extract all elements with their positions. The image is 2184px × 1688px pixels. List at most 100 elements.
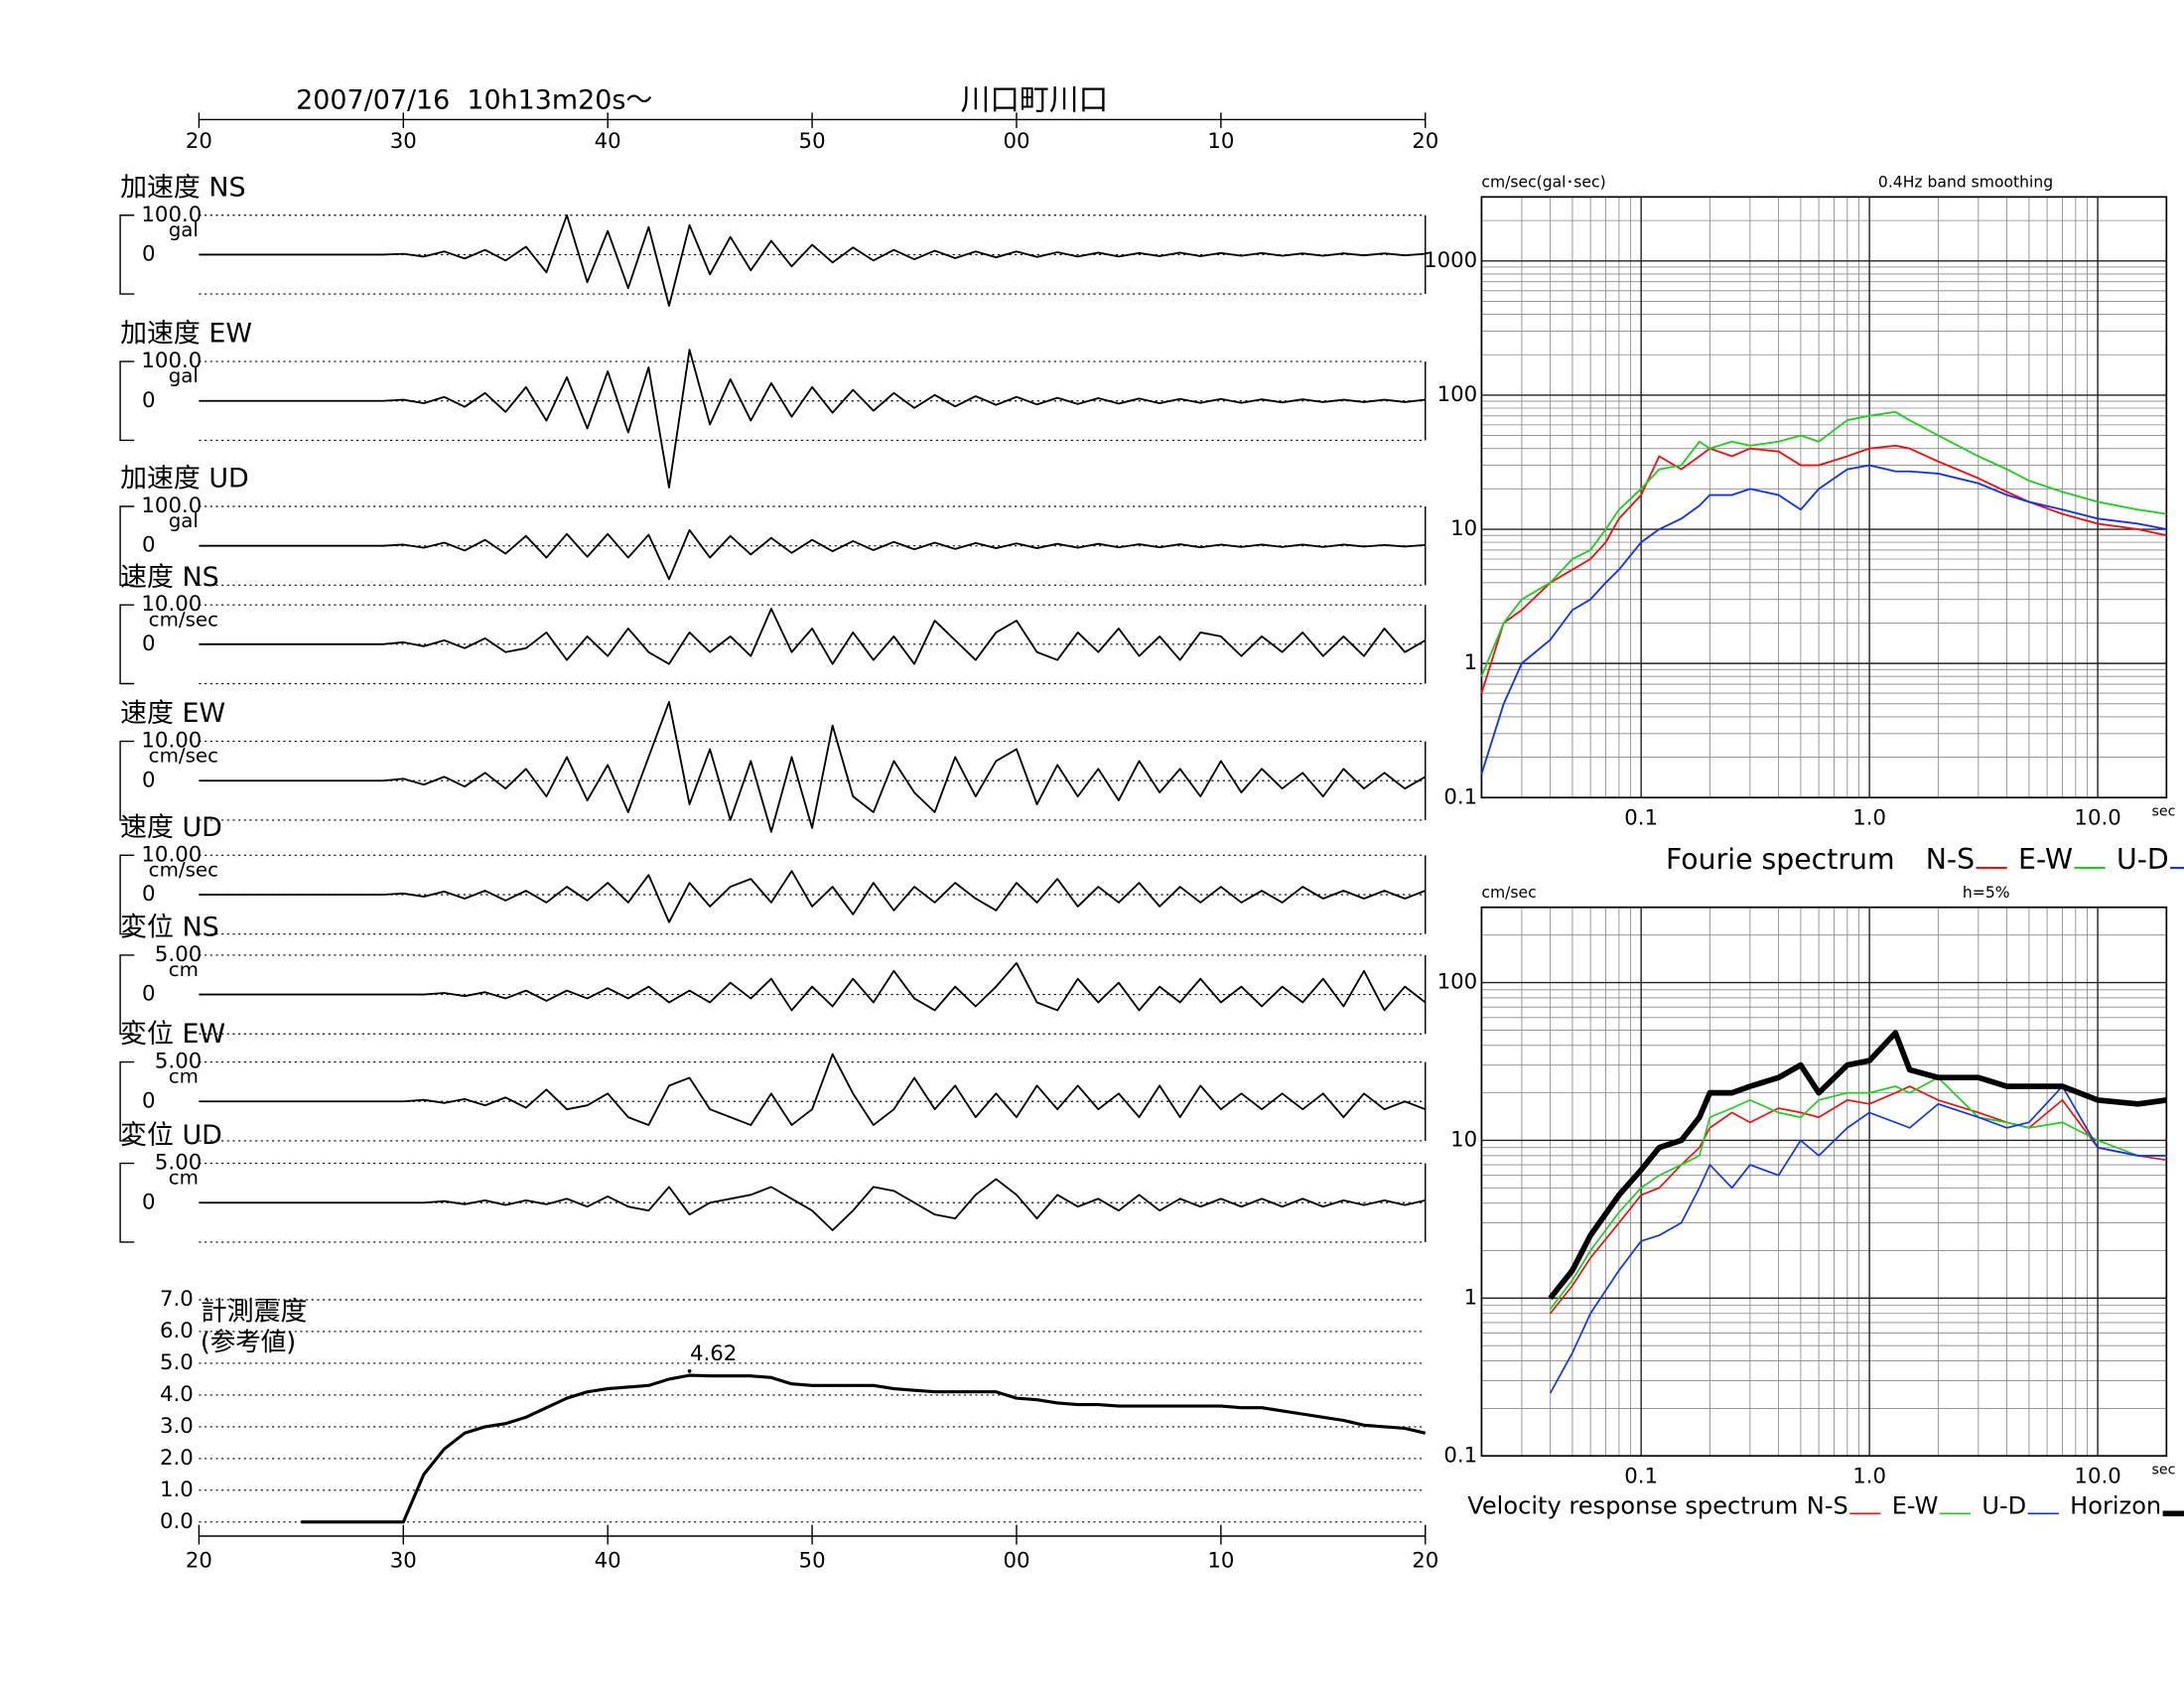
scale-label: 0 bbox=[142, 768, 156, 792]
scale-label: 0 bbox=[142, 533, 156, 558]
time-tick-label: 00 bbox=[1003, 129, 1029, 154]
y-tick-label: 1000 bbox=[1424, 248, 1477, 273]
trace-label: 速度 EW bbox=[120, 698, 225, 729]
trace-label: 速度 UD bbox=[120, 812, 222, 843]
y-tick-label: 4.0 bbox=[160, 1382, 194, 1407]
legend-label: Horizon bbox=[2070, 1491, 2161, 1519]
legend-label: E-W bbox=[1892, 1491, 1939, 1519]
scale-label: 10.00 bbox=[141, 842, 202, 867]
scale-label: 0 bbox=[142, 982, 156, 1007]
waveform-line bbox=[199, 1053, 1427, 1126]
scale-label: 0 bbox=[142, 632, 156, 656]
trace-label: 加速度 UD bbox=[120, 464, 249, 494]
y-tick-label: 2.0 bbox=[160, 1446, 194, 1471]
spectrum-line bbox=[1549, 1085, 2167, 1394]
waveform-line bbox=[199, 700, 1427, 833]
y-axis-label: cm/sec bbox=[1481, 884, 1536, 902]
x-tick-label: 0.1 bbox=[1624, 1465, 1658, 1489]
waveform-line bbox=[199, 608, 1427, 665]
trace-label: 加速度 EW bbox=[120, 319, 252, 350]
unit-label: cm bbox=[169, 1065, 199, 1088]
peak-label: 4.62 bbox=[690, 1341, 737, 1366]
trace-label: 加速度 NS bbox=[120, 172, 245, 203]
y-tick-label: 100 bbox=[1437, 382, 1478, 407]
waveform-line bbox=[199, 349, 1426, 489]
x-tick-label: 20 bbox=[1412, 1549, 1438, 1574]
time-tick-label: 40 bbox=[595, 129, 621, 154]
panel-bracket bbox=[119, 740, 135, 821]
plot-frame bbox=[1480, 906, 2168, 1458]
x-tick-label: 1.0 bbox=[1852, 1465, 1886, 1489]
waveform-line bbox=[199, 870, 1427, 923]
x-tick-label: 10.0 bbox=[2074, 806, 2120, 831]
legend-label: U-D bbox=[2116, 843, 2169, 876]
legend-label: E-W bbox=[2018, 843, 2073, 876]
scale-label: 0 bbox=[142, 1190, 156, 1214]
y-tick-label: 1 bbox=[1464, 1285, 1478, 1310]
waveform-line bbox=[199, 961, 1427, 1012]
scale-label: 5.00 bbox=[155, 1050, 202, 1074]
spectrum-line bbox=[1480, 410, 2167, 677]
unit-label: cm/sec bbox=[149, 745, 218, 768]
unit-label: gal bbox=[169, 509, 199, 532]
time-tick-label: 20 bbox=[1412, 129, 1438, 154]
x-tick-label: 10 bbox=[1207, 1549, 1234, 1574]
time-tick-label: 10 bbox=[1207, 129, 1234, 154]
scale-label: 0 bbox=[142, 882, 156, 907]
y-tick-label: 5.0 bbox=[160, 1350, 194, 1375]
x-tick-label: 10.0 bbox=[2074, 1465, 2120, 1489]
y-axis-label: cm/sec(gal･sec) bbox=[1481, 174, 1605, 192]
waveform-line bbox=[199, 1178, 1426, 1231]
legend-label: U-D bbox=[1981, 1491, 2026, 1519]
panel-bracket bbox=[119, 505, 135, 587]
panel-bracket bbox=[119, 604, 135, 685]
panel-bracket bbox=[119, 360, 135, 442]
station-name: 川口町川口 bbox=[961, 83, 1109, 118]
legend-title: Fourie spectrum bbox=[1666, 843, 1895, 876]
plot-frame bbox=[1480, 196, 2168, 799]
x-tick-label: 50 bbox=[799, 1549, 826, 1574]
time-tick-label: 20 bbox=[186, 129, 212, 154]
panel-bracket bbox=[119, 214, 135, 295]
x-tick-label: 30 bbox=[390, 1549, 417, 1574]
spectrum-line bbox=[1480, 464, 2167, 774]
time-tick-label: 50 bbox=[799, 129, 826, 154]
y-tick-label: 0.1 bbox=[1443, 1443, 1477, 1468]
trace-label: 変位 NS bbox=[120, 913, 219, 943]
scale-label: 100.0 bbox=[141, 203, 202, 227]
chart-subtitle: (参考値) bbox=[201, 1328, 296, 1357]
scale-label: 0 bbox=[142, 241, 156, 266]
y-tick-label: 10 bbox=[1450, 1127, 1477, 1152]
scale-label: 0 bbox=[142, 388, 156, 413]
y-tick-label: 3.0 bbox=[160, 1414, 194, 1439]
x-tick-label: 1.0 bbox=[1852, 806, 1886, 831]
unit-label: cm bbox=[169, 958, 199, 981]
scale-label: 10.00 bbox=[141, 592, 202, 617]
spectrum-line bbox=[1549, 1076, 2167, 1311]
spectrum-line bbox=[1480, 444, 2167, 694]
y-tick-label: 0.0 bbox=[160, 1509, 194, 1534]
unit-label: cm bbox=[169, 1167, 199, 1190]
time-tick-label: 30 bbox=[390, 129, 417, 154]
chart-note: 0.4Hz band smoothing bbox=[1878, 174, 2053, 192]
unit-label: cm/sec bbox=[149, 608, 218, 631]
panel-bracket bbox=[119, 854, 135, 935]
x-tick-label: 0.1 bbox=[1624, 806, 1658, 831]
y-tick-label: 7.0 bbox=[160, 1287, 194, 1312]
legend-label: N-S bbox=[1926, 843, 1975, 876]
chart-title: 計測震度 bbox=[201, 1296, 308, 1327]
y-tick-label: 10 bbox=[1450, 516, 1477, 541]
x-axis-label: sec bbox=[2152, 1462, 2176, 1477]
spectrum-line bbox=[1548, 1030, 2167, 1301]
trace-label: 変位 UD bbox=[120, 1120, 222, 1151]
x-axis-label: sec bbox=[2152, 803, 2176, 819]
panel-bracket bbox=[119, 1162, 135, 1243]
chart-note: h=5% bbox=[1963, 884, 2010, 902]
scale-label: 5.00 bbox=[155, 942, 202, 967]
y-tick-label: 6.0 bbox=[160, 1319, 194, 1343]
trace-label: 変位 EW bbox=[120, 1019, 225, 1050]
trace-label: 速度 NS bbox=[120, 562, 219, 593]
x-tick-label: 40 bbox=[595, 1549, 621, 1574]
waveform-line bbox=[199, 213, 1426, 307]
